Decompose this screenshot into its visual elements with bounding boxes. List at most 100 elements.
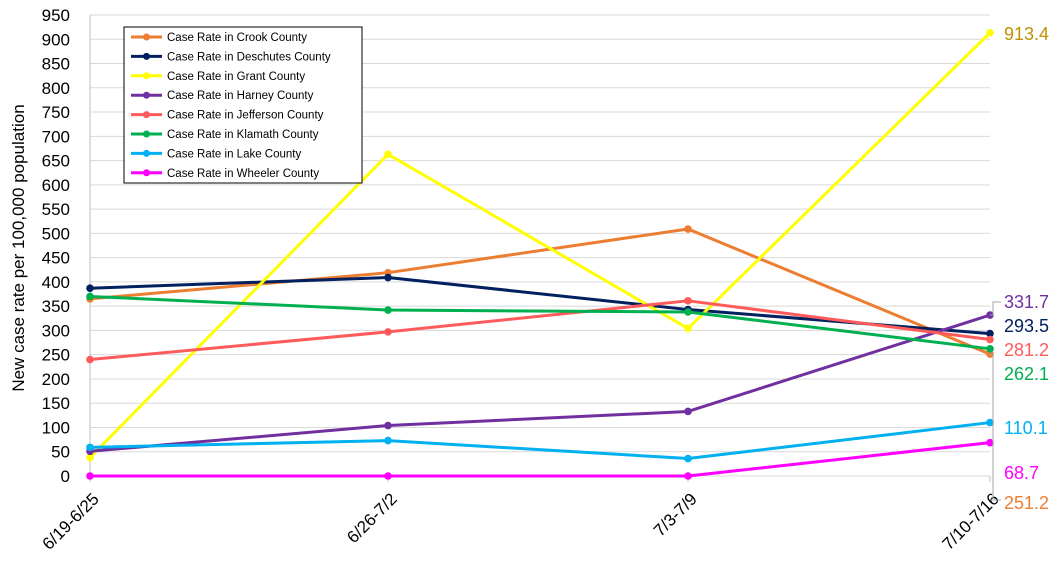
- data-point: [384, 421, 392, 430]
- series-line: [89, 421, 991, 461]
- data-point: [986, 28, 994, 37]
- series-line: [90, 441, 991, 478]
- legend-entry: Case Rate in Crook County: [131, 32, 307, 44]
- y-tick-label: 550: [42, 200, 70, 219]
- legend-label: Case Rate in Crook County: [167, 32, 307, 44]
- y-tick-label: 350: [42, 297, 70, 316]
- series-line: [89, 294, 991, 351]
- legend-entry: Case Rate in Harney County: [131, 90, 314, 102]
- y-tick-label: 800: [42, 79, 70, 98]
- end-data-label: 110.1: [1004, 418, 1048, 438]
- legend-label: Case Rate in Klamath County: [167, 129, 319, 141]
- y-tick-label: 450: [42, 249, 70, 268]
- data-point: [986, 345, 994, 353]
- gridlines: [90, 14, 990, 477]
- data-point: [86, 355, 94, 364]
- legend-marker: [143, 130, 150, 138]
- data-point: [684, 324, 692, 333]
- y-tick-label: 600: [42, 176, 70, 195]
- end-data-label: 281.2: [1004, 340, 1049, 360]
- y-tick-label: 700: [42, 127, 70, 146]
- data-point: [384, 273, 392, 282]
- series-0: [86, 225, 994, 358]
- y-axis-label: New case rate per 100,000 population: [9, 104, 28, 391]
- data-point: [986, 335, 994, 344]
- data-point: [384, 436, 392, 445]
- legend-label: Case Rate in Harney County: [167, 90, 314, 102]
- legend-entry: Case Rate in Deschutes County: [131, 51, 331, 63]
- end-data-label: 293.5: [1004, 316, 1049, 336]
- end-data-label: 262.1: [1004, 364, 1049, 384]
- x-tick-label: 6/19-6/25: [39, 489, 103, 553]
- legend-label: Case Rate in Grant County: [167, 71, 305, 83]
- x-tick-label: 6/26-7/2: [343, 489, 401, 547]
- legend-entry: Case Rate in Klamath County: [131, 129, 319, 141]
- legend-marker: [143, 111, 150, 119]
- data-point: [384, 150, 392, 159]
- data-point: [86, 443, 94, 452]
- y-tick-label: 850: [42, 55, 70, 74]
- legend-marker: [143, 91, 150, 99]
- data-point: [384, 328, 392, 336]
- data-point: [86, 453, 94, 462]
- legend-marker: [143, 52, 150, 60]
- y-tick-label: 950: [42, 6, 70, 25]
- y-tick-label: 200: [42, 370, 70, 389]
- legend: Case Rate in Crook County Case Rate in De…: [123, 26, 363, 184]
- legend-marker: [143, 149, 150, 157]
- legend-label: Case Rate in Wheeler County: [167, 168, 319, 180]
- series-2: [86, 28, 994, 462]
- y-tick-label: 400: [42, 273, 70, 292]
- data-point: [684, 472, 692, 480]
- data-point: [986, 329, 994, 338]
- series-line: [89, 313, 991, 453]
- y-tick-label: 500: [42, 224, 70, 243]
- y-tick-label: 650: [42, 152, 70, 171]
- series-line: [88, 31, 992, 459]
- y-tick-label: 750: [42, 103, 70, 122]
- data-point: [986, 438, 994, 447]
- series-line: [89, 299, 991, 362]
- leader-line: [990, 353, 1001, 501]
- series-lines: [86, 28, 994, 480]
- legend-label: Case Rate in Deschutes County: [167, 51, 331, 63]
- y-tick-label: 0: [61, 467, 70, 486]
- legend-label: Case Rate in Lake County: [167, 148, 301, 160]
- series-6: [86, 418, 994, 463]
- legend-entry: Case Rate in Jefferson County: [131, 110, 324, 122]
- y-tick-label: 50: [51, 443, 70, 462]
- legend-marker: [143, 169, 150, 177]
- data-point: [684, 454, 692, 463]
- data-point: [684, 407, 692, 416]
- legend-marker: [143, 33, 150, 41]
- legend-box: [123, 26, 363, 184]
- axes: 0 50 100 150 200 250 300 350 400 450 500 550 600 650 7…: [39, 6, 1003, 554]
- end-data-label: 251.2: [1004, 493, 1049, 513]
- data-point: [684, 297, 692, 305]
- series-4: [86, 297, 994, 364]
- legend-label: Case Rate in Jefferson County: [167, 110, 324, 122]
- series-1: [86, 273, 994, 338]
- series-7: [86, 438, 994, 480]
- x-tick-label: 7/3-7/9: [650, 489, 701, 540]
- data-point: [684, 308, 692, 316]
- end-labels: 251.2 293.5 913.4 331.7 281.2 262.1 110.1 68.7: [990, 24, 1049, 513]
- data-point: [86, 472, 94, 480]
- end-data-label: 68.7: [1004, 463, 1039, 483]
- y-tick-label: 150: [42, 394, 70, 413]
- y-tick-label: 250: [42, 346, 70, 365]
- y-tick-label: 100: [42, 418, 70, 437]
- y-tick-label: 300: [42, 321, 70, 340]
- data-point: [986, 418, 994, 427]
- data-point: [86, 292, 94, 301]
- end-data-label: 913.4: [1004, 24, 1049, 44]
- end-data-label: 331.7: [1004, 292, 1049, 312]
- legend-entry: Case Rate in Wheeler County: [131, 168, 319, 180]
- series-5: [86, 292, 994, 353]
- data-point: [684, 225, 692, 233]
- series-line: [89, 227, 991, 356]
- y-tick-label: 900: [42, 30, 70, 49]
- legend-marker: [143, 72, 150, 80]
- legend-entry: Case Rate in Grant County: [131, 71, 305, 83]
